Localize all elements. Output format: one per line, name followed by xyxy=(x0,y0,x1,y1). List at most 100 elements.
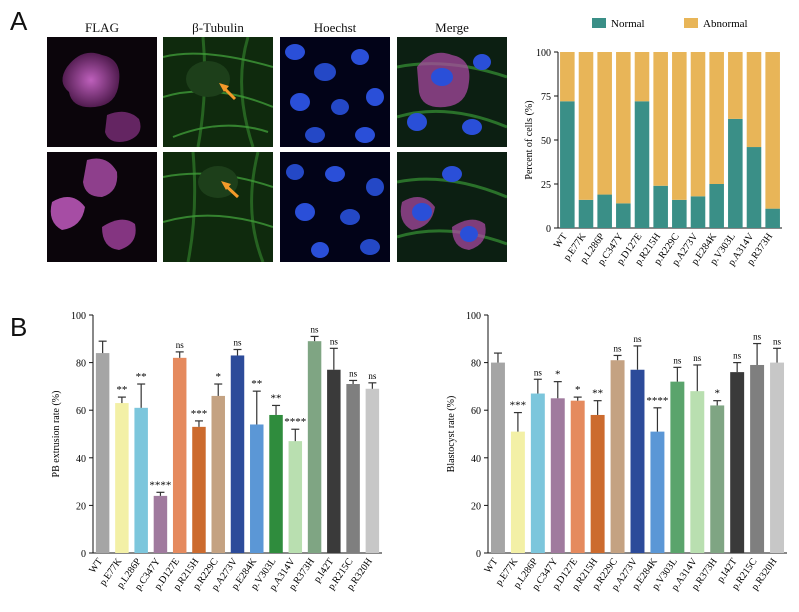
y-tick-label: 50 xyxy=(541,136,551,147)
bar-abnormal xyxy=(672,52,687,200)
y-axis-label: PB extrusion rate (%) xyxy=(51,391,62,478)
bar xyxy=(327,369,341,553)
bar-normal xyxy=(672,199,687,228)
bar xyxy=(269,414,283,553)
y-axis-label: Blastocyst rate (%) xyxy=(446,396,457,473)
significance-label: ns xyxy=(233,338,242,348)
micrograph-flag-row2 xyxy=(47,152,157,262)
legend-label-normal: Normal xyxy=(611,18,645,30)
micrograph-tubulin-row1 xyxy=(163,37,273,147)
y-tick-label: 75 xyxy=(541,92,551,103)
y-tick-label: 0 xyxy=(81,549,86,560)
x-tick-label: WT xyxy=(482,556,500,575)
bar-normal xyxy=(690,196,706,228)
y-tick-label: 20 xyxy=(76,501,86,512)
stacked-percent-chart: Normal Abnormal 0 25 50 75 100 Percent of cells… xyxy=(524,18,782,268)
legend-label-abnormal: Abnormal xyxy=(703,18,748,30)
significance-label: ** xyxy=(116,384,127,396)
micrograph-tubulin-row2 xyxy=(163,152,273,262)
y-tick-label: 40 xyxy=(471,454,481,465)
bar xyxy=(670,381,685,553)
panel-label-a: A xyxy=(10,6,28,36)
bar-abnormal xyxy=(597,52,612,195)
bar xyxy=(730,372,745,553)
significance-label: ns xyxy=(368,371,377,381)
significance-label: **** xyxy=(284,416,306,428)
y-tick-label: 100 xyxy=(536,48,551,59)
y-tick-label: 80 xyxy=(76,359,86,370)
y-tick-label: 60 xyxy=(76,406,86,417)
bar-normal xyxy=(728,118,743,228)
bar-abnormal xyxy=(728,52,743,119)
bar xyxy=(365,388,380,553)
bar-normal xyxy=(578,199,594,228)
bar-abnormal xyxy=(690,52,706,197)
bar xyxy=(710,405,725,553)
significance-label: **** xyxy=(646,395,668,407)
y-tick-label: 25 xyxy=(541,180,551,191)
bar-abnormal xyxy=(765,52,780,209)
column-label-flag: FLAG xyxy=(85,20,119,35)
significance-label: ** xyxy=(251,378,262,390)
bar xyxy=(530,393,545,553)
bar xyxy=(650,431,665,553)
micrograph-hoechst-row2 xyxy=(280,152,390,262)
column-label-hoechst: Hoechst xyxy=(313,20,357,35)
y-tick-label: 0 xyxy=(546,224,551,235)
significance-label: * xyxy=(215,371,221,383)
bar-abnormal xyxy=(616,52,631,204)
significance-label: ns xyxy=(614,343,623,353)
significance-label: * xyxy=(714,388,720,400)
legend-swatch-abnormal xyxy=(684,18,698,28)
bar xyxy=(690,391,705,553)
bar xyxy=(95,353,110,553)
y-axis-label: Percent of cells (%) xyxy=(524,100,535,179)
bar-normal xyxy=(765,208,780,228)
significance-label: ns xyxy=(753,332,762,342)
legend-swatch-normal xyxy=(592,18,606,28)
bar-normal xyxy=(634,101,650,228)
significance-label: ns xyxy=(176,340,185,350)
micrograph-hoechst-row1 xyxy=(280,37,390,147)
bar-normal xyxy=(653,185,668,228)
bar xyxy=(610,360,625,553)
bar-normal xyxy=(560,101,575,228)
bar xyxy=(570,400,585,553)
bar xyxy=(153,495,168,553)
micrograph-flag-row1 xyxy=(47,37,157,147)
bar-normal xyxy=(709,184,724,228)
significance-label: ** xyxy=(592,388,603,400)
significance-label: ns xyxy=(349,368,358,378)
significance-label: *** xyxy=(510,400,527,412)
micrograph-merge-row2 xyxy=(397,152,507,262)
y-tick-label: 80 xyxy=(471,359,481,370)
significance-label: ns xyxy=(733,351,742,361)
significance-label: ns xyxy=(311,324,320,334)
bar xyxy=(550,398,565,553)
bar xyxy=(192,426,206,553)
significance-label: **** xyxy=(149,479,171,491)
bar-abnormal xyxy=(746,52,762,148)
bar-normal xyxy=(616,203,631,228)
panel-label-b: B xyxy=(10,312,28,342)
bar xyxy=(770,362,785,553)
y-tick-label: 40 xyxy=(76,454,86,465)
bar-abnormal xyxy=(653,52,668,186)
y-tick-label: 0 xyxy=(476,549,481,560)
bar-normal xyxy=(746,147,762,228)
x-tick-label: WT xyxy=(87,556,105,575)
bar xyxy=(346,384,360,553)
significance-label: ns xyxy=(773,336,782,346)
significance-label: ** xyxy=(136,371,147,383)
significance-label: ns xyxy=(534,367,543,377)
bar xyxy=(134,407,148,553)
bar xyxy=(307,341,322,553)
bar xyxy=(115,403,129,553)
bar xyxy=(230,355,245,553)
bar xyxy=(250,424,264,553)
column-label-tubulin: β-Tubulin xyxy=(192,20,244,35)
bar-abnormal xyxy=(634,52,650,102)
bar xyxy=(590,414,605,553)
y-tick-label: 100 xyxy=(71,311,86,322)
